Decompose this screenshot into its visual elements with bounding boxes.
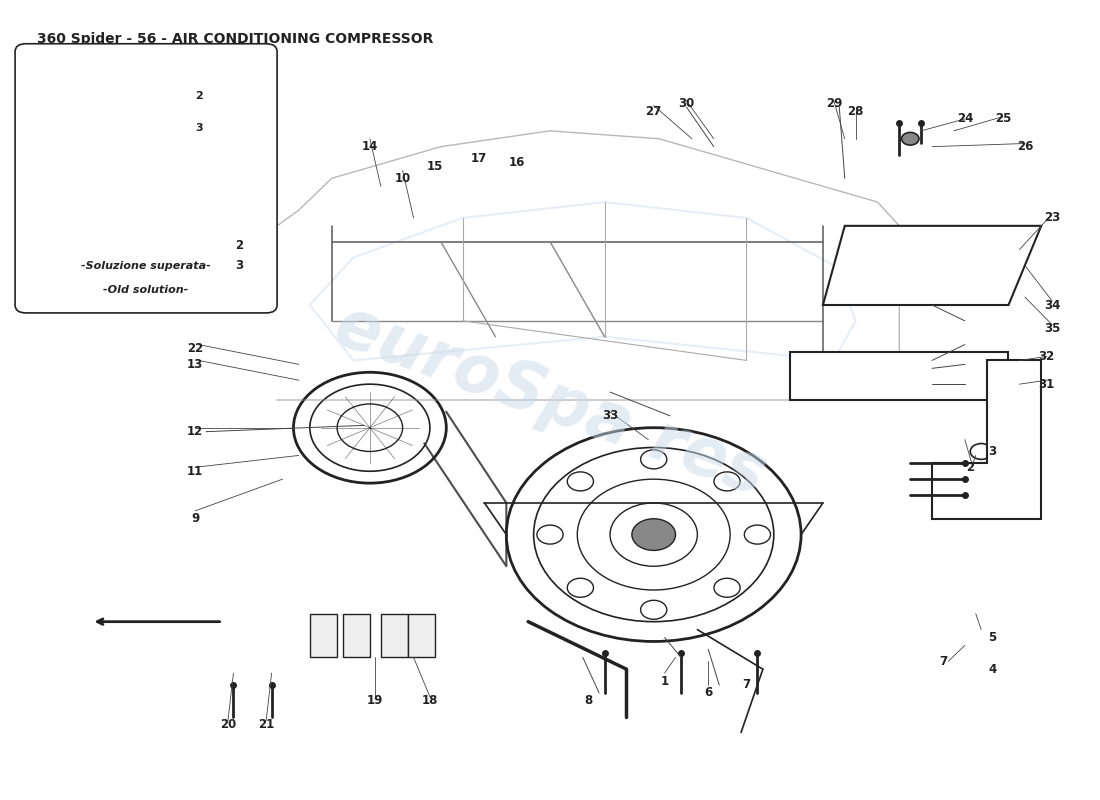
Text: 21: 21 (258, 718, 274, 731)
Circle shape (902, 133, 918, 145)
Text: 3: 3 (988, 445, 997, 458)
FancyBboxPatch shape (15, 44, 277, 313)
Text: 1: 1 (661, 674, 669, 687)
Text: 17: 17 (471, 152, 487, 165)
Polygon shape (932, 361, 1042, 518)
Text: 9: 9 (191, 512, 199, 526)
Text: 6: 6 (704, 686, 713, 699)
Text: 30: 30 (679, 97, 694, 110)
Text: 19: 19 (367, 694, 384, 707)
Text: -Soluzione superata-: -Soluzione superata- (81, 262, 211, 271)
Polygon shape (823, 226, 1042, 305)
Text: 2: 2 (966, 461, 975, 474)
Text: 15: 15 (427, 160, 443, 173)
Text: 2: 2 (234, 239, 243, 252)
Bar (310, 614, 337, 658)
Text: 32: 32 (1038, 350, 1055, 363)
Text: 2: 2 (195, 91, 204, 101)
Text: 7: 7 (939, 654, 947, 668)
Text: -Old solution-: -Old solution- (103, 285, 189, 295)
Text: 7: 7 (742, 678, 750, 691)
Bar (408, 614, 436, 658)
Text: 22: 22 (187, 342, 204, 355)
Text: 27: 27 (646, 105, 662, 118)
Text: 12: 12 (187, 425, 204, 438)
Text: 35: 35 (1044, 322, 1060, 335)
Bar (381, 614, 408, 658)
Text: 16: 16 (509, 156, 526, 169)
Polygon shape (790, 353, 1009, 400)
Text: 33: 33 (602, 410, 618, 422)
Text: 28: 28 (847, 105, 864, 118)
Text: 11: 11 (187, 465, 204, 478)
Circle shape (170, 109, 188, 122)
Text: 20: 20 (220, 718, 236, 731)
Text: 4: 4 (988, 662, 997, 676)
Text: 14: 14 (362, 140, 378, 153)
Text: euroSpa res: euroSpa res (326, 291, 774, 509)
Text: 25: 25 (994, 113, 1011, 126)
Bar (342, 614, 370, 658)
Text: 13: 13 (187, 358, 204, 371)
Text: 360 Spider - 56 - AIR CONDITIONING COMPRESSOR: 360 Spider - 56 - AIR CONDITIONING COMPR… (37, 32, 433, 46)
Circle shape (631, 518, 675, 550)
Text: 26: 26 (1016, 140, 1033, 153)
Text: 29: 29 (826, 97, 842, 110)
Text: 23: 23 (1044, 211, 1060, 225)
Text: 24: 24 (957, 113, 974, 126)
Text: 8: 8 (584, 694, 592, 707)
Text: 10: 10 (395, 172, 410, 185)
Text: 18: 18 (421, 694, 438, 707)
Text: 3: 3 (234, 259, 243, 272)
Text: 3: 3 (195, 123, 202, 133)
Text: 31: 31 (1038, 378, 1055, 390)
Text: 34: 34 (1044, 298, 1060, 311)
Text: 5: 5 (988, 631, 997, 644)
